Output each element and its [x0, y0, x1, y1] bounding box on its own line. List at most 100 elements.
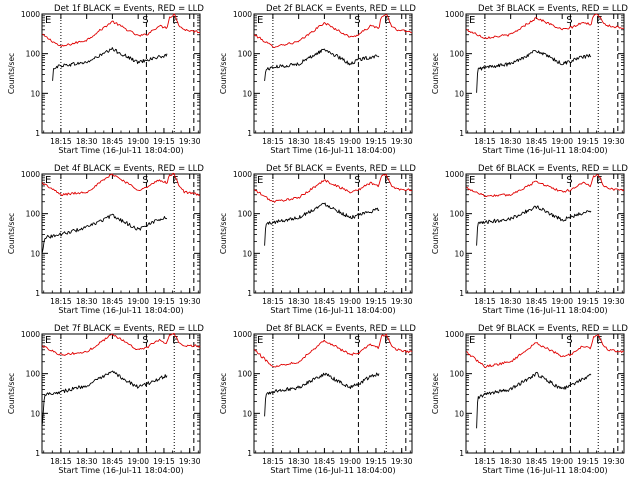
lld-series-line — [466, 334, 625, 369]
events-series-line — [476, 50, 592, 93]
lld-series-line — [41, 332, 201, 356]
flag-marker: E — [384, 335, 390, 346]
x-tick-label: 18:45 — [526, 457, 548, 466]
flag-marker: E — [596, 15, 602, 26]
y-tick-label: 1000 — [445, 10, 464, 19]
x-axis-label: Start Time (16-Jul-11 18:04:00) — [58, 146, 183, 155]
flag-marker: E — [257, 175, 263, 186]
x-tick-label: 18:15 — [474, 297, 496, 306]
y-axis-label: Counts/sec — [219, 373, 228, 414]
x-tick-label: 18:45 — [526, 137, 548, 146]
y-tick-label: 100 — [26, 370, 41, 379]
x-tick-label: 18:30 — [500, 457, 522, 466]
x-tick-label: 18:30 — [288, 457, 310, 466]
detector-panel: Det 2f BLACK = Events, RED = LLD 1 10 100 10… — [219, 4, 416, 155]
flag-marker: E — [384, 175, 390, 186]
panel-title: Det 6f BLACK = Events, RED = LLD — [478, 164, 628, 174]
x-tick-label: 19:30 — [603, 457, 625, 466]
x-tick-label: 18:45 — [526, 297, 548, 306]
x-tick-label: 18:30 — [76, 297, 98, 306]
x-tick-label: 19:15 — [577, 137, 599, 146]
flag-marker: E — [172, 15, 178, 26]
y-tick-label: 1000 — [21, 330, 40, 339]
plot-frame — [253, 13, 413, 134]
y-tick-label: 10 — [30, 409, 40, 418]
panel-title: Det 7f BLACK = Events, RED = LLD — [54, 324, 204, 334]
x-tick-label: 19:15 — [577, 297, 599, 306]
lld-series-line — [253, 173, 413, 203]
plot-frame — [41, 333, 201, 454]
y-tick-label: 10 — [454, 409, 464, 418]
x-tick-label: 19:15 — [365, 457, 387, 466]
x-axis-label: Start Time (16-Jul-11 18:04:00) — [482, 306, 607, 315]
y-tick-label: 100 — [450, 210, 465, 219]
y-axis-label: Counts/sec — [219, 53, 228, 94]
y-axis-label: Counts/sec — [431, 213, 440, 254]
x-tick-label: 18:45 — [314, 457, 336, 466]
events-series-line — [476, 205, 592, 246]
x-tick-label: 18:15 — [262, 297, 284, 306]
x-tick-label: 18:45 — [314, 137, 336, 146]
y-tick-label: 1 — [247, 129, 252, 138]
x-tick-label: 19:00 — [551, 457, 573, 466]
flag-marker: S — [142, 15, 148, 26]
lld-series-line — [42, 13, 201, 47]
events-series-line — [476, 371, 592, 429]
y-tick-label: 100 — [26, 210, 41, 219]
x-tick-label: 18:45 — [314, 297, 336, 306]
flag-marker: S — [142, 335, 148, 346]
x-tick-label: 19:15 — [577, 457, 599, 466]
flag-marker: S — [566, 335, 572, 346]
x-tick-label: 19:00 — [551, 137, 573, 146]
y-axis-label: Counts/sec — [7, 213, 16, 254]
panel-title: Det 5f BLACK = Events, RED = LLD — [266, 164, 416, 174]
plot-frame — [465, 173, 625, 294]
y-tick-label: 1 — [459, 129, 464, 138]
y-tick-label: 10 — [242, 409, 252, 418]
x-tick-label: 19:30 — [391, 137, 413, 146]
flag-marker: E — [172, 175, 178, 186]
plot-frame — [465, 13, 625, 134]
lld-series-line — [253, 14, 413, 49]
y-tick-label: 10 — [454, 89, 464, 98]
x-tick-label: 19:00 — [339, 297, 361, 306]
y-tick-label: 1000 — [21, 170, 40, 179]
flag-marker: S — [566, 15, 572, 26]
y-tick-label: 1 — [459, 289, 464, 298]
x-axis-label: Start Time (16-Jul-11 18:04:00) — [270, 306, 395, 315]
y-tick-label: 100 — [238, 210, 253, 219]
x-tick-label: 19:30 — [391, 297, 413, 306]
panel-title: Det 2f BLACK = Events, RED = LLD — [266, 4, 416, 14]
events-series-line — [52, 47, 168, 81]
x-axis-label: Start Time (16-Jul-11 18:04:00) — [270, 146, 395, 155]
y-axis-label: Counts/sec — [219, 213, 228, 254]
detector-panel: Det 8f BLACK = Events, RED = LLD 1 10 100 10… — [219, 324, 416, 475]
x-tick-label: 18:15 — [50, 137, 72, 146]
lld-series-line — [466, 13, 624, 40]
y-tick-label: 100 — [26, 50, 41, 59]
x-tick-label: 18:45 — [102, 457, 124, 466]
x-tick-label: 18:30 — [288, 137, 310, 146]
x-tick-label: 18:15 — [262, 457, 284, 466]
x-axis-label: Start Time (16-Jul-11 18:04:00) — [482, 146, 607, 155]
panel-title: Det 8f BLACK = Events, RED = LLD — [266, 324, 416, 334]
flag-marker: E — [469, 335, 475, 346]
x-tick-label: 19:15 — [153, 457, 175, 466]
y-tick-label: 1000 — [233, 170, 252, 179]
x-tick-label: 18:15 — [474, 137, 496, 146]
lld-series-line — [253, 333, 413, 368]
x-tick-label: 18:30 — [500, 137, 522, 146]
x-tick-label: 18:15 — [474, 457, 496, 466]
x-tick-label: 19:15 — [153, 297, 175, 306]
lld-series-line — [466, 174, 625, 197]
flag-marker: S — [566, 175, 572, 186]
y-tick-label: 1000 — [233, 330, 252, 339]
flag-marker: E — [469, 15, 475, 26]
x-tick-label: 19:15 — [153, 137, 175, 146]
flag-marker: S — [354, 175, 360, 186]
y-tick-label: 1 — [35, 129, 40, 138]
flag-marker: S — [142, 175, 148, 186]
y-tick-label: 1 — [247, 449, 252, 458]
flag-marker: E — [384, 15, 390, 26]
